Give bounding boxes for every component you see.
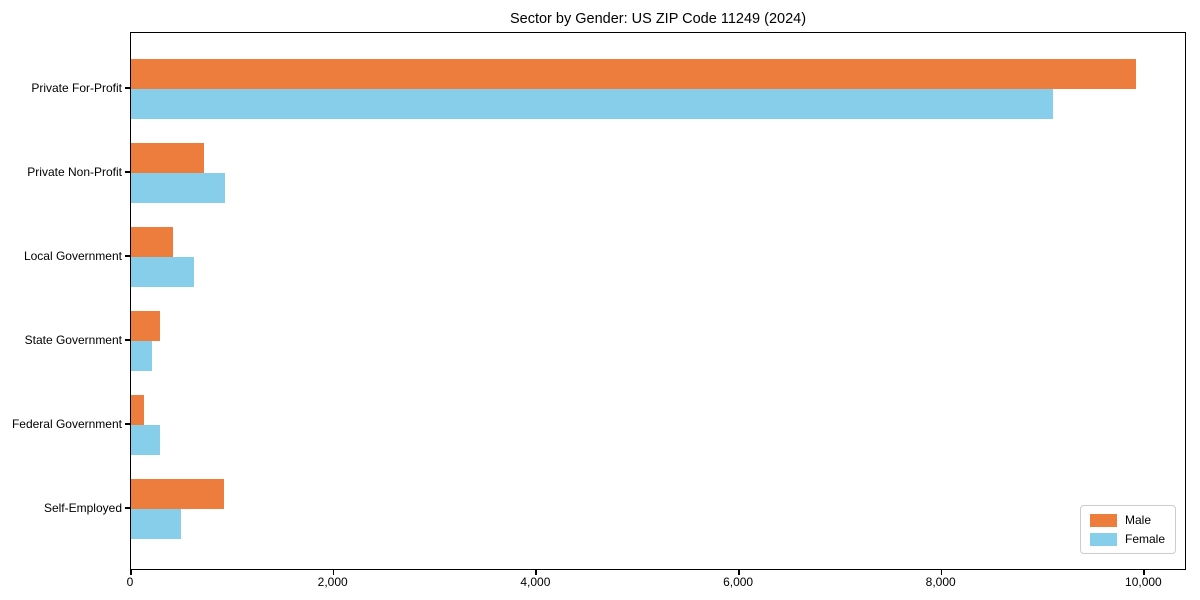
- legend: Male Female: [1079, 505, 1176, 554]
- y-tick-mark: [125, 423, 130, 425]
- y-category-label: Federal Government: [11, 417, 122, 431]
- y-tick-mark: [125, 171, 130, 173]
- chart-title: Sector by Gender: US ZIP Code 11249 (202…: [509, 11, 807, 27]
- y-category-label: State Government: [24, 333, 122, 347]
- y-tick-mark: [125, 255, 130, 257]
- x-tick-label: 8,000: [925, 575, 956, 589]
- legend-item-female: Female: [1089, 532, 1165, 546]
- legend-item-male: Male: [1089, 513, 1165, 527]
- x-tick-mark: [940, 570, 943, 575]
- bar-female-self-employed: [131, 509, 181, 539]
- y-category-label: Private For-Profit: [31, 81, 122, 95]
- bar-male-private-for-profit: [131, 59, 1137, 89]
- legend-label: Male: [1124, 513, 1151, 527]
- y-tick-mark: [125, 339, 130, 341]
- x-tick-label: 4,000: [520, 575, 551, 589]
- legend-swatch-female: [1089, 532, 1117, 546]
- y-category-label: Self-Employed: [43, 501, 122, 515]
- y-tick-mark: [125, 507, 130, 509]
- bar-female-private-non-profit: [131, 173, 226, 203]
- bar-male-local-government: [131, 227, 173, 257]
- x-tick-label: 6,000: [723, 575, 754, 589]
- bar-male-self-employed: [131, 479, 225, 509]
- x-tick-mark: [738, 570, 740, 575]
- bar-male-state-government: [131, 311, 161, 341]
- bar-male-federal-government: [131, 395, 145, 425]
- x-tick-label: 10,000: [1125, 575, 1162, 589]
- y-category-label: Private Non-Profit: [27, 165, 122, 179]
- y-tick-mark: [125, 87, 130, 89]
- x-tick-mark: [1143, 570, 1145, 575]
- legend-label: Female: [1124, 532, 1165, 546]
- y-category-label: Local Government: [23, 249, 122, 263]
- bar-male-private-non-profit: [131, 143, 204, 173]
- x-tick-mark: [332, 570, 335, 575]
- bar-female-federal-government: [131, 425, 161, 455]
- legend-swatch-male: [1089, 513, 1117, 527]
- bar-female-local-government: [131, 257, 194, 287]
- x-tick-mark: [130, 570, 132, 575]
- bar-female-state-government: [131, 341, 152, 371]
- plot-area: Male Female: [130, 32, 1186, 570]
- bar-female-private-for-profit: [131, 89, 1054, 119]
- x-tick-mark: [535, 570, 537, 575]
- x-tick-label: 2,000: [317, 575, 348, 589]
- x-tick-label: 0: [126, 575, 134, 589]
